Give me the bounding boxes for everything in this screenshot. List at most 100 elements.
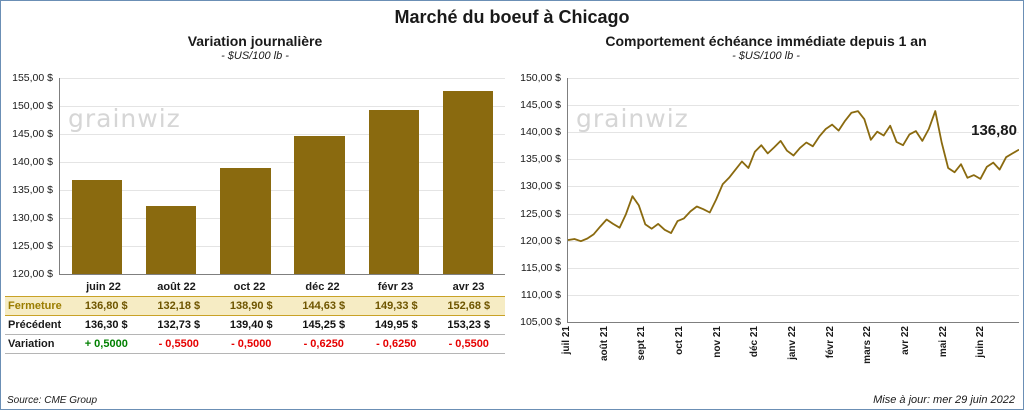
line-chart-title: Comportement échéance immédiate depuis 1…	[605, 33, 927, 49]
price-table: juin 22 août 22 oct 22 déc 22 févr 23 avr 23 F…	[5, 279, 505, 354]
bar-slot	[208, 78, 282, 274]
y-tick-label: 120,00 $	[12, 268, 53, 280]
line-chart-panel: Comportement échéance immédiate depuis 1…	[513, 33, 1019, 371]
x-tick-label: sept 21	[636, 326, 648, 361]
row-label: Variation	[8, 338, 55, 350]
x-tick-label: nov 21	[711, 326, 723, 358]
y-tick-label: 145,00 $	[520, 99, 561, 112]
column-header: févr 23	[377, 281, 414, 293]
table-cell: 136,80 $	[84, 300, 128, 312]
grainwiz-watermark: grainwiz	[68, 104, 181, 133]
x-tick-label: avr 22	[900, 326, 911, 355]
table-cell: 144,63 $	[302, 300, 346, 312]
line-chart-subtitle: - $US/100 lb -	[732, 50, 800, 62]
y-tick-label: 130,00 $	[520, 180, 561, 193]
y-tick-label: 150,00 $	[520, 72, 561, 84]
gridline	[60, 246, 505, 247]
y-tick-label: 155,00 $	[12, 72, 53, 84]
bar-juin 22	[71, 179, 123, 274]
row-label: Fermeture	[8, 300, 62, 312]
table-cell: 132,18 $	[157, 300, 201, 312]
y-tick-label: 135,00 $	[12, 184, 53, 196]
y-tick-label: 125,00 $	[12, 240, 53, 252]
table-cell: 149,95 $	[374, 319, 418, 331]
gridline	[568, 159, 1019, 161]
bar-déc 22	[294, 136, 345, 274]
line-plot: grainwiz 136,80	[567, 78, 1019, 323]
bar-slot	[357, 78, 431, 274]
y-tick-label: 125,00 $	[520, 207, 561, 220]
gridline	[568, 186, 1019, 188]
x-tick-label: mars 22	[862, 326, 874, 364]
source-note: Source: CME Group	[7, 395, 98, 406]
price-line-chart	[568, 78, 1019, 322]
table-corner-cell	[5, 285, 67, 290]
y-tick-label: 130,00 $	[12, 212, 53, 224]
gridline	[568, 105, 1019, 107]
bar-août 22	[146, 205, 197, 274]
bar-series	[60, 78, 505, 274]
bar-slot	[431, 78, 505, 274]
bar-chart-panel: Variation journalière - $US/100 lb - 155…	[5, 33, 505, 354]
bar-plot: grainwiz	[59, 78, 505, 275]
table-cell: - 0,5500	[448, 338, 489, 350]
gridline	[60, 78, 505, 79]
gridline	[60, 106, 505, 107]
gridline	[60, 162, 505, 163]
y-tick-label: 150,00 $	[12, 100, 53, 112]
x-tick-label: juin 22	[975, 326, 987, 358]
table-cell: 149,33 $	[374, 300, 418, 312]
table-cell: - 0,5500	[158, 338, 199, 350]
table-cell: 132,73 $	[157, 319, 201, 331]
table-cell: - 0,5000	[231, 338, 272, 350]
bar-y-axis: 155,00 $ 150,00 $ 145,00 $ 140,00 $ 135,00 $…	[5, 72, 59, 280]
bar-slot	[283, 78, 357, 274]
y-tick-label: 110,00 $	[520, 288, 561, 301]
x-tick-label: déc 21	[749, 326, 761, 358]
y-tick-label: 140,00 $	[12, 156, 53, 168]
table-row: Variation + 0,5000 - 0,5500 - 0,5000 - 0,625…	[5, 335, 505, 354]
gridline	[568, 294, 1019, 296]
gridline	[60, 218, 505, 219]
x-tick-label: oct 21	[674, 326, 685, 355]
bar-slot	[60, 78, 134, 274]
table-header-row: juin 22 août 22 oct 22 déc 22 févr 23 avr 23	[5, 279, 505, 296]
bar-oct 22	[220, 168, 271, 274]
table-cell: 138,90 $	[229, 300, 273, 312]
table-row: Fermeture 136,80 $ 132,18 $ 138,90 $ 144,63 …	[5, 296, 505, 316]
gridline	[60, 190, 505, 191]
y-tick-label: 140,00 $	[520, 126, 561, 139]
x-tick-label: juil 21	[561, 326, 572, 355]
table-cell: 139,40 $	[229, 319, 273, 331]
y-tick-label: 115,00 $	[520, 261, 561, 274]
bar-chart-title: Variation journalière	[187, 33, 323, 49]
line-chart-area: 150,00 $ 145,00 $ 140,00 $ 135,00 $ 130,00 $…	[513, 72, 1019, 328]
x-tick-label: janv 22	[787, 326, 798, 360]
table-row: Précédent 136,30 $ 132,73 $ 139,40 $ 145,25 …	[5, 316, 505, 335]
bar-avr 23	[442, 91, 494, 274]
bar-slot	[134, 78, 208, 274]
gridline	[60, 134, 505, 135]
table-cell: 152,68 $	[447, 300, 491, 312]
table-cell: + 0,5000	[84, 338, 128, 350]
bar-févr 23	[368, 109, 419, 274]
bar-chart-subtitle: - $US/100 lb -	[221, 50, 289, 62]
column-header: déc 22	[305, 281, 340, 293]
gridline	[568, 213, 1019, 215]
column-header: juin 22	[86, 281, 121, 293]
x-tick-label: mai 22	[937, 326, 949, 358]
y-tick-label: 145,00 $	[12, 128, 53, 140]
line-x-axis: juil 21 août 21 sept 21 oct 21 nov 21 déc 21 j…	[561, 323, 1019, 371]
grainwiz-watermark: grainwiz	[576, 104, 689, 133]
column-header: avr 23	[452, 281, 485, 293]
bar-chart-area: 155,00 $ 150,00 $ 145,00 $ 140,00 $ 135,00 $…	[5, 72, 505, 280]
price-line	[568, 111, 1019, 241]
y-tick-label: 120,00 $	[520, 234, 561, 247]
table-cell: - 0,6250	[303, 338, 344, 350]
x-tick-label: févr 22	[824, 326, 836, 359]
y-tick-label: 135,00 $	[520, 153, 561, 166]
table-cell: 145,25 $	[302, 319, 346, 331]
page-title: Marché du boeuf à Chicago	[394, 7, 630, 27]
y-tick-label: 105,00 $	[520, 316, 561, 328]
